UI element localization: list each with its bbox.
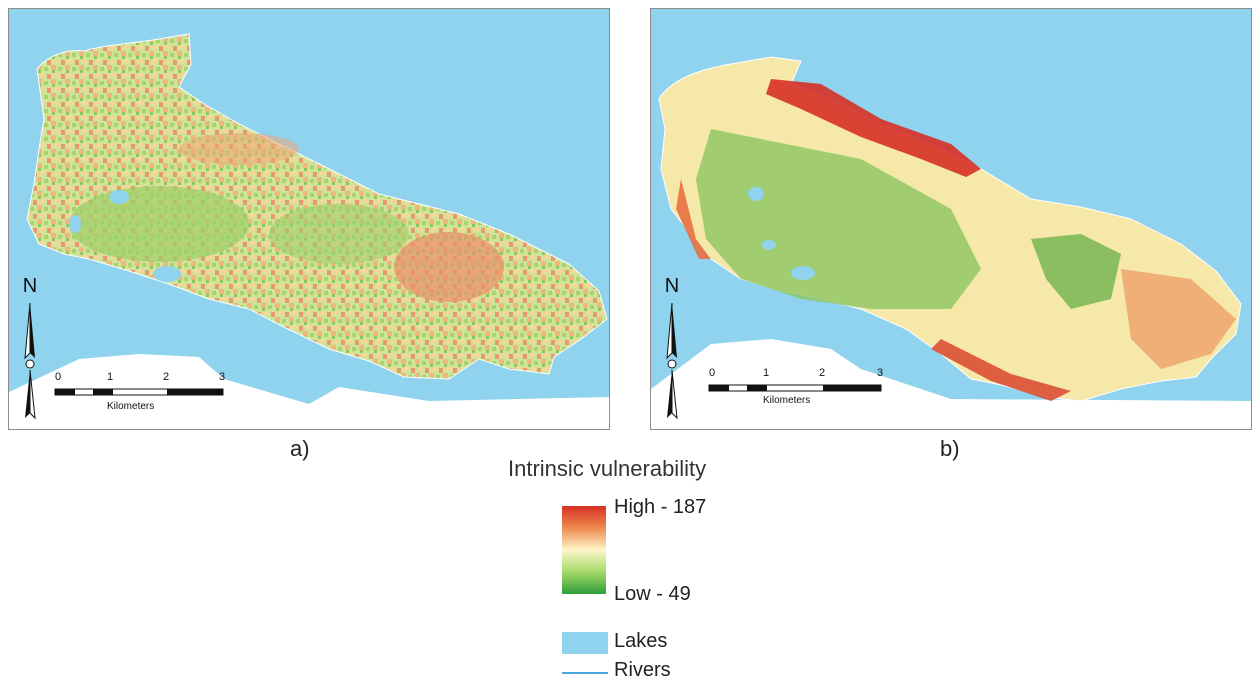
legend-title: Intrinsic vulnerability	[508, 456, 707, 481]
vulnerability-color-ramp	[562, 506, 606, 594]
north-arrow-icon	[666, 302, 678, 420]
map-b-canvas	[651, 9, 1251, 429]
scale-unit-label: Kilometers	[763, 395, 811, 406]
lake	[762, 240, 776, 250]
north-arrow: N	[657, 275, 687, 425]
scale-tick-0: 0	[55, 371, 62, 383]
scale-tick-3: 3	[219, 371, 226, 383]
scale-unit-label: Kilometers	[107, 401, 155, 412]
map-a-canvas	[9, 9, 609, 429]
red-band	[766, 79, 981, 177]
green-zone	[69, 186, 249, 262]
green-zone	[696, 129, 981, 309]
legend-high-label: High - 187	[614, 496, 707, 518]
scale-tick-0: 0	[709, 367, 716, 379]
scale-tick-1: 1	[763, 367, 770, 379]
north-label: N	[22, 275, 38, 297]
rivers-swatch	[562, 672, 608, 674]
scale-bar	[708, 384, 882, 392]
green-zone	[269, 204, 409, 264]
green-zone	[1031, 234, 1121, 309]
panel-b-caption: b)	[940, 436, 960, 461]
orange-zone	[1121, 269, 1236, 369]
lake	[791, 266, 815, 280]
lake	[153, 266, 181, 282]
red-band	[676, 179, 711, 259]
north-arrow: N	[15, 275, 45, 425]
orange-zone	[394, 232, 504, 302]
scale-tick-2: 2	[819, 367, 826, 379]
scale-tick-1: 1	[107, 371, 114, 383]
mainland	[651, 339, 1251, 429]
north-arrow-icon	[24, 302, 36, 420]
scale-tick-3: 3	[877, 367, 884, 379]
north-label: N	[664, 275, 680, 297]
scale-tick-2: 2	[163, 371, 170, 383]
lakes-swatch	[562, 632, 608, 654]
lake	[748, 187, 764, 201]
red-band	[931, 339, 1071, 401]
panel-a-caption: a)	[290, 436, 310, 461]
legend-lakes-label: Lakes	[614, 630, 668, 652]
lake	[69, 215, 81, 233]
map-panel-b: 0 1 2 3 Kilometers N	[650, 8, 1252, 430]
legend-rivers-label: Rivers	[614, 659, 671, 681]
lake	[109, 190, 129, 204]
scale-bar	[54, 388, 224, 396]
orange-zone	[179, 133, 299, 165]
map-panel-a: 0 1 2 3 Kilometers N	[8, 8, 610, 430]
legend-low-label: Low - 49	[614, 583, 691, 605]
mainland	[9, 354, 609, 429]
